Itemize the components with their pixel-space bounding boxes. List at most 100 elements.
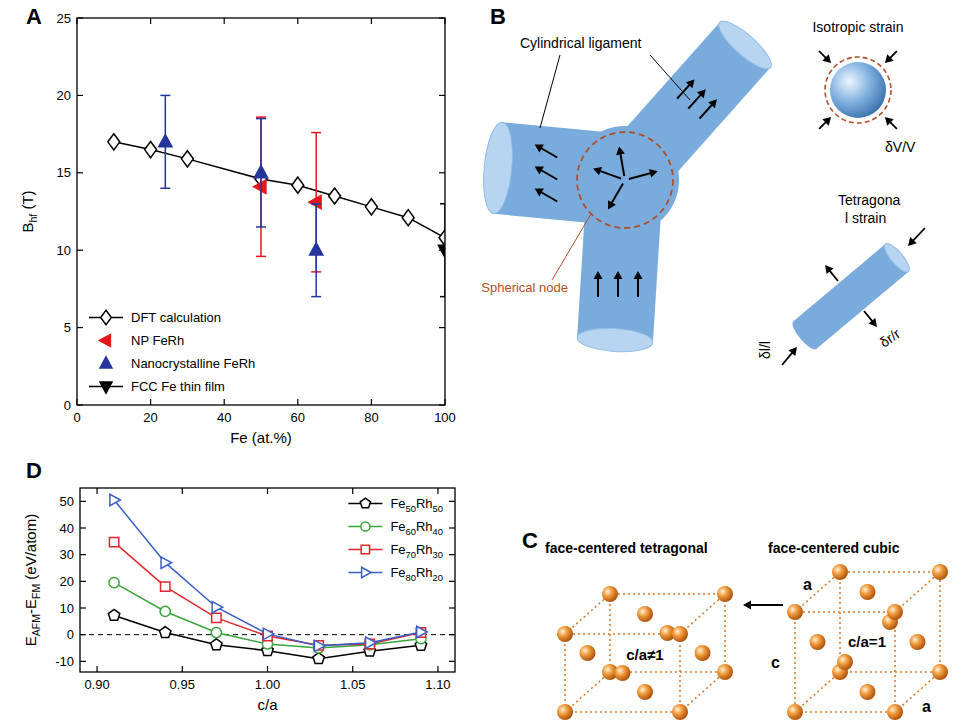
marker bbox=[145, 142, 157, 158]
diagram-label: Tetragona bbox=[838, 192, 900, 208]
marker bbox=[108, 609, 119, 620]
edge-label: a bbox=[922, 698, 931, 715]
cube-edge bbox=[840, 671, 940, 673]
marker bbox=[361, 545, 369, 553]
edge-label: c bbox=[771, 654, 780, 671]
diagram-label: l strain bbox=[845, 210, 886, 226]
tick bbox=[449, 554, 455, 555]
tick bbox=[76, 18, 77, 24]
marker bbox=[263, 628, 274, 639]
arrow-shaft bbox=[700, 103, 714, 119]
error-cap bbox=[440, 203, 445, 205]
leader bbox=[650, 55, 690, 100]
axis-title-part: B bbox=[19, 223, 36, 233]
tick-label: 20 bbox=[60, 574, 74, 589]
diagram-title: face-centered tetragonal bbox=[545, 540, 708, 556]
legend-text: Fe80Rh20 bbox=[390, 565, 443, 583]
atom bbox=[932, 664, 948, 680]
tick-label: 0 bbox=[67, 627, 74, 642]
atom bbox=[910, 634, 926, 650]
axis-title: Fe (at.%) bbox=[230, 429, 292, 446]
marker bbox=[310, 243, 323, 255]
axis-title-part: E bbox=[22, 636, 39, 646]
marker bbox=[254, 180, 266, 193]
arrow-shaft bbox=[748, 604, 783, 606]
legend-text-part: Fe bbox=[390, 519, 405, 534]
panel-letter: B bbox=[490, 4, 506, 29]
cube-edge bbox=[565, 594, 610, 634]
legend-text-part: 50 bbox=[433, 504, 443, 514]
legend-text: Fe70Rh30 bbox=[390, 542, 443, 560]
marker bbox=[402, 210, 414, 226]
tick-label: -10 bbox=[55, 654, 74, 669]
legend-text: DFT calculation bbox=[131, 310, 221, 325]
diagram-label: δr/r bbox=[877, 325, 904, 350]
legend: DFT calculationNP FeRhNanocrystalline Fe… bbox=[89, 310, 255, 394]
marker bbox=[366, 637, 377, 648]
tick-label: 30 bbox=[60, 547, 74, 562]
diagram-title: face-centered cubic bbox=[768, 540, 900, 556]
arrow-head bbox=[535, 145, 544, 153]
tick bbox=[352, 666, 353, 672]
tick-label: 25 bbox=[57, 11, 71, 26]
arrow-head bbox=[822, 54, 831, 63]
marker bbox=[161, 557, 172, 568]
marks bbox=[80, 494, 455, 663]
legend-text-part: 80 bbox=[406, 573, 416, 583]
edge-label: a bbox=[803, 576, 812, 593]
marker bbox=[362, 567, 371, 577]
arrow-shaft bbox=[539, 191, 557, 202]
arrow-head bbox=[614, 271, 623, 279]
cube-edge bbox=[679, 634, 681, 712]
marker bbox=[313, 653, 324, 664]
legend-text-part: 30 bbox=[433, 550, 443, 560]
diagram-c: face-centered tetragonal face-centered cu… bbox=[545, 540, 948, 720]
axis-title-part: -E bbox=[22, 599, 39, 614]
tick-label: 80 bbox=[364, 410, 378, 425]
error-cap bbox=[311, 132, 321, 134]
tick bbox=[224, 18, 225, 24]
arrow-head bbox=[593, 167, 602, 175]
tick bbox=[449, 527, 455, 528]
tick-label: 100 bbox=[434, 410, 456, 425]
arrow-head bbox=[634, 271, 643, 279]
arrow-head bbox=[535, 167, 544, 175]
tick bbox=[80, 661, 86, 662]
tick-label: 20 bbox=[143, 410, 157, 425]
tick bbox=[182, 666, 183, 672]
tick bbox=[297, 399, 298, 405]
marker bbox=[211, 639, 222, 650]
atom bbox=[787, 604, 803, 620]
arrow-head bbox=[686, 79, 695, 88]
tick bbox=[267, 488, 268, 494]
atom bbox=[602, 586, 618, 602]
error-cap bbox=[440, 296, 445, 298]
marker bbox=[309, 196, 321, 209]
marker bbox=[438, 245, 445, 257]
tick bbox=[150, 399, 151, 405]
atom bbox=[887, 704, 903, 720]
marker bbox=[108, 134, 120, 150]
arrow-head bbox=[535, 189, 544, 197]
arrow-shaft bbox=[637, 276, 639, 297]
panel-letter: A bbox=[26, 4, 42, 29]
tick bbox=[96, 488, 97, 494]
marker bbox=[365, 199, 377, 215]
legend-text-part: Rh bbox=[416, 542, 433, 557]
tick bbox=[77, 404, 83, 405]
error-cap bbox=[256, 256, 266, 258]
arrow-shaft bbox=[539, 147, 557, 158]
diagram-b: Cylindrical ligamentSpherical nodeIsotro… bbox=[480, 15, 925, 365]
legend-text-part: Rh bbox=[416, 496, 433, 511]
arrow-head bbox=[594, 271, 603, 279]
axis-title: c/a bbox=[257, 696, 278, 713]
tick-label: 20 bbox=[57, 88, 71, 103]
atom bbox=[557, 626, 573, 642]
cube-edge bbox=[895, 572, 940, 612]
node-outline bbox=[577, 132, 673, 228]
arrow-shaft bbox=[629, 172, 653, 178]
cube-edge bbox=[564, 634, 566, 712]
tick bbox=[77, 17, 83, 18]
tick bbox=[444, 18, 445, 24]
legend-text: Fe60Rh40 bbox=[390, 519, 443, 537]
